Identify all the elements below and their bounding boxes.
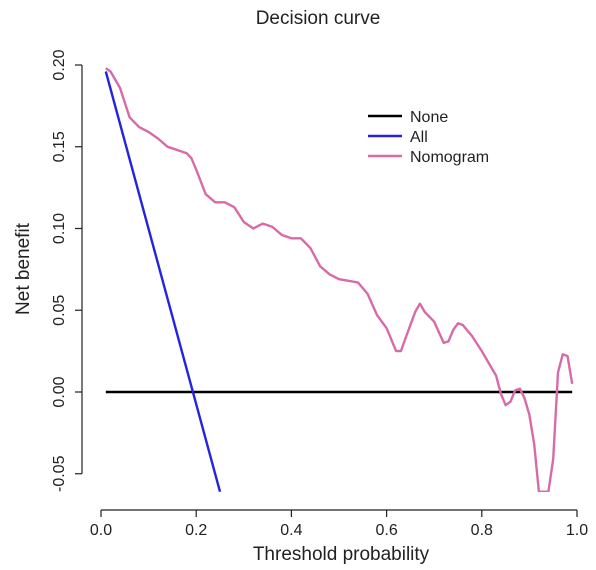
- y-tick-label: 0.20: [51, 49, 68, 80]
- legend: None All Nomogram: [368, 109, 489, 166]
- chart-title: Decision curve: [256, 8, 381, 29]
- x-tick-label: 0.4: [280, 522, 302, 539]
- y-tick-label: 0.00: [51, 376, 68, 407]
- series-layer: [104, 67, 574, 492]
- y-axis-ticks: -0.05 0.00 0.05 0.10 0.15 0.20: [51, 49, 82, 492]
- x-axis-ticks: 0.0 0.2 0.4 0.6 0.8 1.0: [90, 510, 588, 539]
- y-tick-label: 0.10: [51, 213, 68, 244]
- legend-label-nomogram: Nomogram: [410, 149, 489, 166]
- x-tick-label: 1.0: [566, 522, 588, 539]
- y-axis-title: Net benefit: [13, 222, 34, 315]
- x-tick-label: 0.0: [90, 522, 112, 539]
- legend-label-none: None: [410, 109, 448, 126]
- series-line-nomogram: [105, 67, 574, 492]
- x-tick-label: 0.8: [471, 522, 493, 539]
- y-tick-label: -0.05: [51, 455, 68, 492]
- series-line-all: [104, 71, 222, 492]
- legend-label-all: All: [410, 129, 428, 146]
- x-tick-label: 0.6: [375, 522, 397, 539]
- y-tick-label: 0.15: [51, 131, 68, 162]
- x-axis-title: Threshold probability: [253, 544, 430, 565]
- x-tick-label: 0.2: [185, 522, 207, 539]
- y-tick-label: 0.05: [51, 295, 68, 326]
